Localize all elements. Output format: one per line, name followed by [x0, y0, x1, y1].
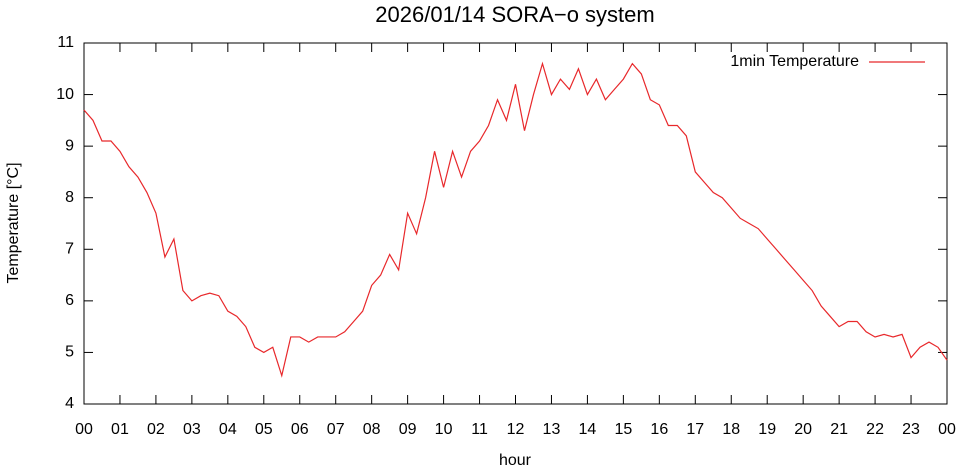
x-tick-label: 15 — [614, 421, 632, 438]
x-tick-label: 23 — [902, 421, 920, 438]
x-tick-label: 10 — [435, 421, 453, 438]
y-tick-label: 10 — [56, 86, 74, 103]
x-tick-label: 03 — [183, 421, 201, 438]
y-tick-label: 4 — [65, 395, 74, 412]
y-tick-label: 5 — [65, 344, 74, 361]
x-tick-label: 06 — [291, 421, 309, 438]
x-tick-label: 05 — [255, 421, 273, 438]
x-tick-label: 19 — [758, 421, 776, 438]
x-tick-label: 00 — [938, 421, 956, 438]
x-tick-label: 12 — [507, 421, 525, 438]
x-tick-label: 17 — [686, 421, 704, 438]
y-tick-label: 11 — [57, 34, 74, 51]
x-tick-label: 02 — [147, 421, 165, 438]
y-axis-label: Temperature [°C] — [5, 162, 22, 283]
x-tick-label: 04 — [219, 421, 237, 438]
legend-label: 1min Temperature — [730, 53, 859, 70]
y-tick-label: 9 — [65, 137, 74, 154]
y-tick-label: 6 — [65, 292, 74, 309]
x-axis-label: hour — [499, 452, 532, 469]
data-line — [83, 61, 948, 378]
x-tick-label: 13 — [543, 421, 561, 438]
plot-frame — [83, 42, 948, 405]
chart-title: 2026/01/14 SORA−o system — [375, 2, 654, 27]
x-tick-label: 21 — [830, 421, 848, 438]
x-tick-label: 22 — [866, 421, 884, 438]
x-tick-label: 07 — [327, 421, 345, 438]
x-tick-label: 08 — [363, 421, 381, 438]
x-tick-label: 18 — [722, 421, 740, 438]
y-tick-label: 8 — [65, 189, 74, 206]
x-tick-label: 00 — [75, 421, 93, 438]
x-tick-label: 11 — [471, 421, 488, 438]
y-tick-label: 7 — [65, 241, 74, 258]
x-tick-label: 20 — [794, 421, 812, 438]
x-tick-label: 16 — [650, 421, 668, 438]
x-tick-label: 14 — [579, 421, 597, 438]
x-tick-label: 01 — [111, 421, 129, 438]
x-tick-label: 09 — [399, 421, 417, 438]
